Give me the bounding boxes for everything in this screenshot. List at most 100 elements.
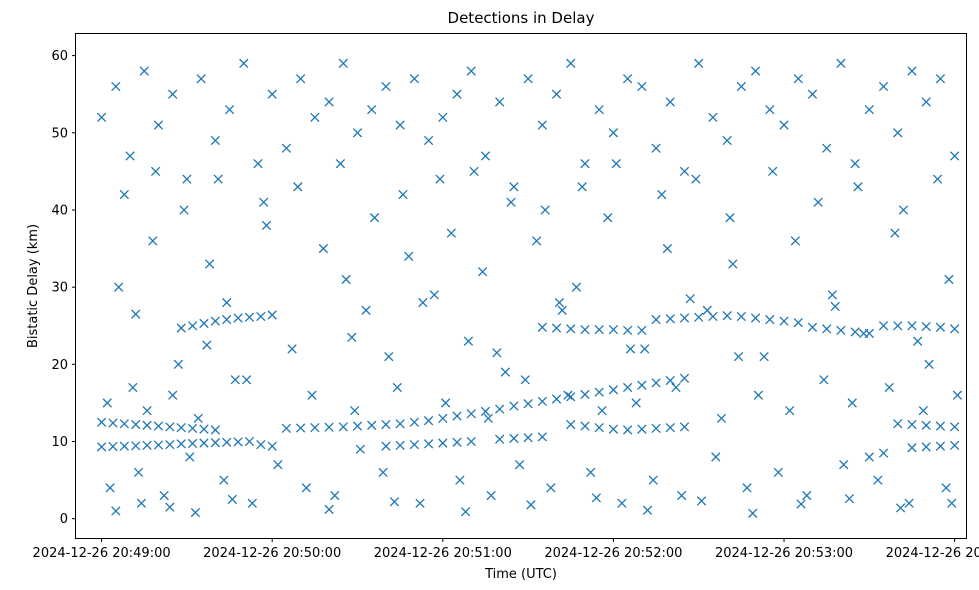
data-point (395, 440, 405, 451)
data-point (637, 325, 647, 336)
data-point (580, 324, 590, 335)
data-point (679, 166, 690, 177)
data-point (227, 494, 238, 505)
data-point (483, 413, 493, 424)
data-point (131, 441, 141, 451)
y-tick-label: 10 (51, 435, 68, 450)
data-point (102, 398, 112, 408)
data-point (176, 422, 186, 433)
data-point (153, 120, 164, 130)
data-point (566, 324, 576, 334)
data-point (935, 421, 946, 431)
data-point (637, 424, 647, 434)
data-point (566, 419, 576, 430)
data-point (907, 321, 917, 331)
data-point (586, 467, 596, 478)
data-point (446, 228, 456, 238)
data-point (537, 322, 547, 332)
data-point (924, 359, 934, 369)
data-point (222, 437, 232, 447)
data-point (671, 382, 681, 393)
data-point (830, 301, 840, 312)
data-point (423, 416, 434, 426)
data-point (520, 375, 530, 385)
data-point (807, 322, 818, 332)
chart-title: Detections in Delay (448, 9, 595, 27)
data-point (694, 312, 704, 322)
data-point (608, 385, 619, 395)
data-point (352, 128, 363, 138)
data-point (748, 508, 758, 518)
data-point (369, 213, 380, 223)
data-point (495, 404, 505, 414)
data-point (779, 120, 789, 130)
data-point (256, 311, 266, 322)
data-point (617, 498, 627, 508)
x-tick-label: 2024-12-26 20:50:00 (203, 546, 341, 561)
data-point (185, 452, 195, 462)
data-point (651, 423, 661, 434)
data-point (947, 498, 957, 508)
data-point (187, 438, 198, 449)
data-point (128, 382, 138, 393)
data-point (918, 405, 929, 416)
data-point (241, 375, 252, 385)
y-tick-label: 30 (51, 281, 68, 296)
data-point (571, 282, 582, 292)
data-point (736, 81, 747, 92)
data-point (355, 444, 366, 454)
data-point (864, 104, 874, 115)
data-point (168, 89, 178, 99)
data-point (352, 421, 363, 431)
data-point (796, 499, 806, 509)
data-point (765, 104, 775, 115)
data-point (847, 398, 857, 408)
x-tick-label: 2024-12-26 20:53:00 (715, 546, 853, 561)
data-point (438, 413, 448, 424)
data-point (554, 297, 565, 308)
data-point (210, 316, 220, 326)
data-point (540, 205, 550, 215)
data-point (608, 324, 619, 335)
x-tick-label: 2024-12-26 20:54:00 (886, 546, 979, 561)
data-point (435, 174, 445, 184)
data-point (725, 213, 735, 223)
data-point (111, 81, 121, 92)
data-point (295, 423, 306, 433)
data-point (500, 367, 511, 377)
data-point (742, 483, 752, 493)
data-point (165, 502, 175, 512)
data-point (921, 442, 931, 452)
y-tick-label: 60 (51, 49, 68, 64)
data-point (935, 322, 946, 332)
data-point (324, 97, 334, 107)
data-point (665, 375, 675, 386)
data-point (199, 438, 209, 448)
data-point (131, 309, 141, 319)
data-point (310, 422, 320, 433)
data-point (378, 467, 388, 478)
data-point (657, 189, 667, 200)
data-point (179, 205, 189, 215)
data-point (452, 437, 462, 447)
data-point (395, 120, 405, 130)
data-point (932, 174, 943, 184)
data-point (222, 314, 232, 325)
data-point (557, 305, 567, 315)
y-tick-label: 0 (60, 512, 68, 527)
data-point (873, 475, 883, 485)
data-point (119, 189, 129, 200)
data-point (287, 344, 297, 354)
data-point (759, 351, 769, 362)
data-point (438, 112, 448, 123)
data-point (594, 104, 604, 115)
data-point (233, 437, 243, 447)
data-point (381, 81, 391, 92)
data-point (708, 112, 718, 123)
data-point (148, 236, 158, 246)
data-point (551, 89, 562, 99)
data-point (187, 321, 198, 331)
data-point (696, 496, 707, 506)
data-point (802, 490, 812, 501)
